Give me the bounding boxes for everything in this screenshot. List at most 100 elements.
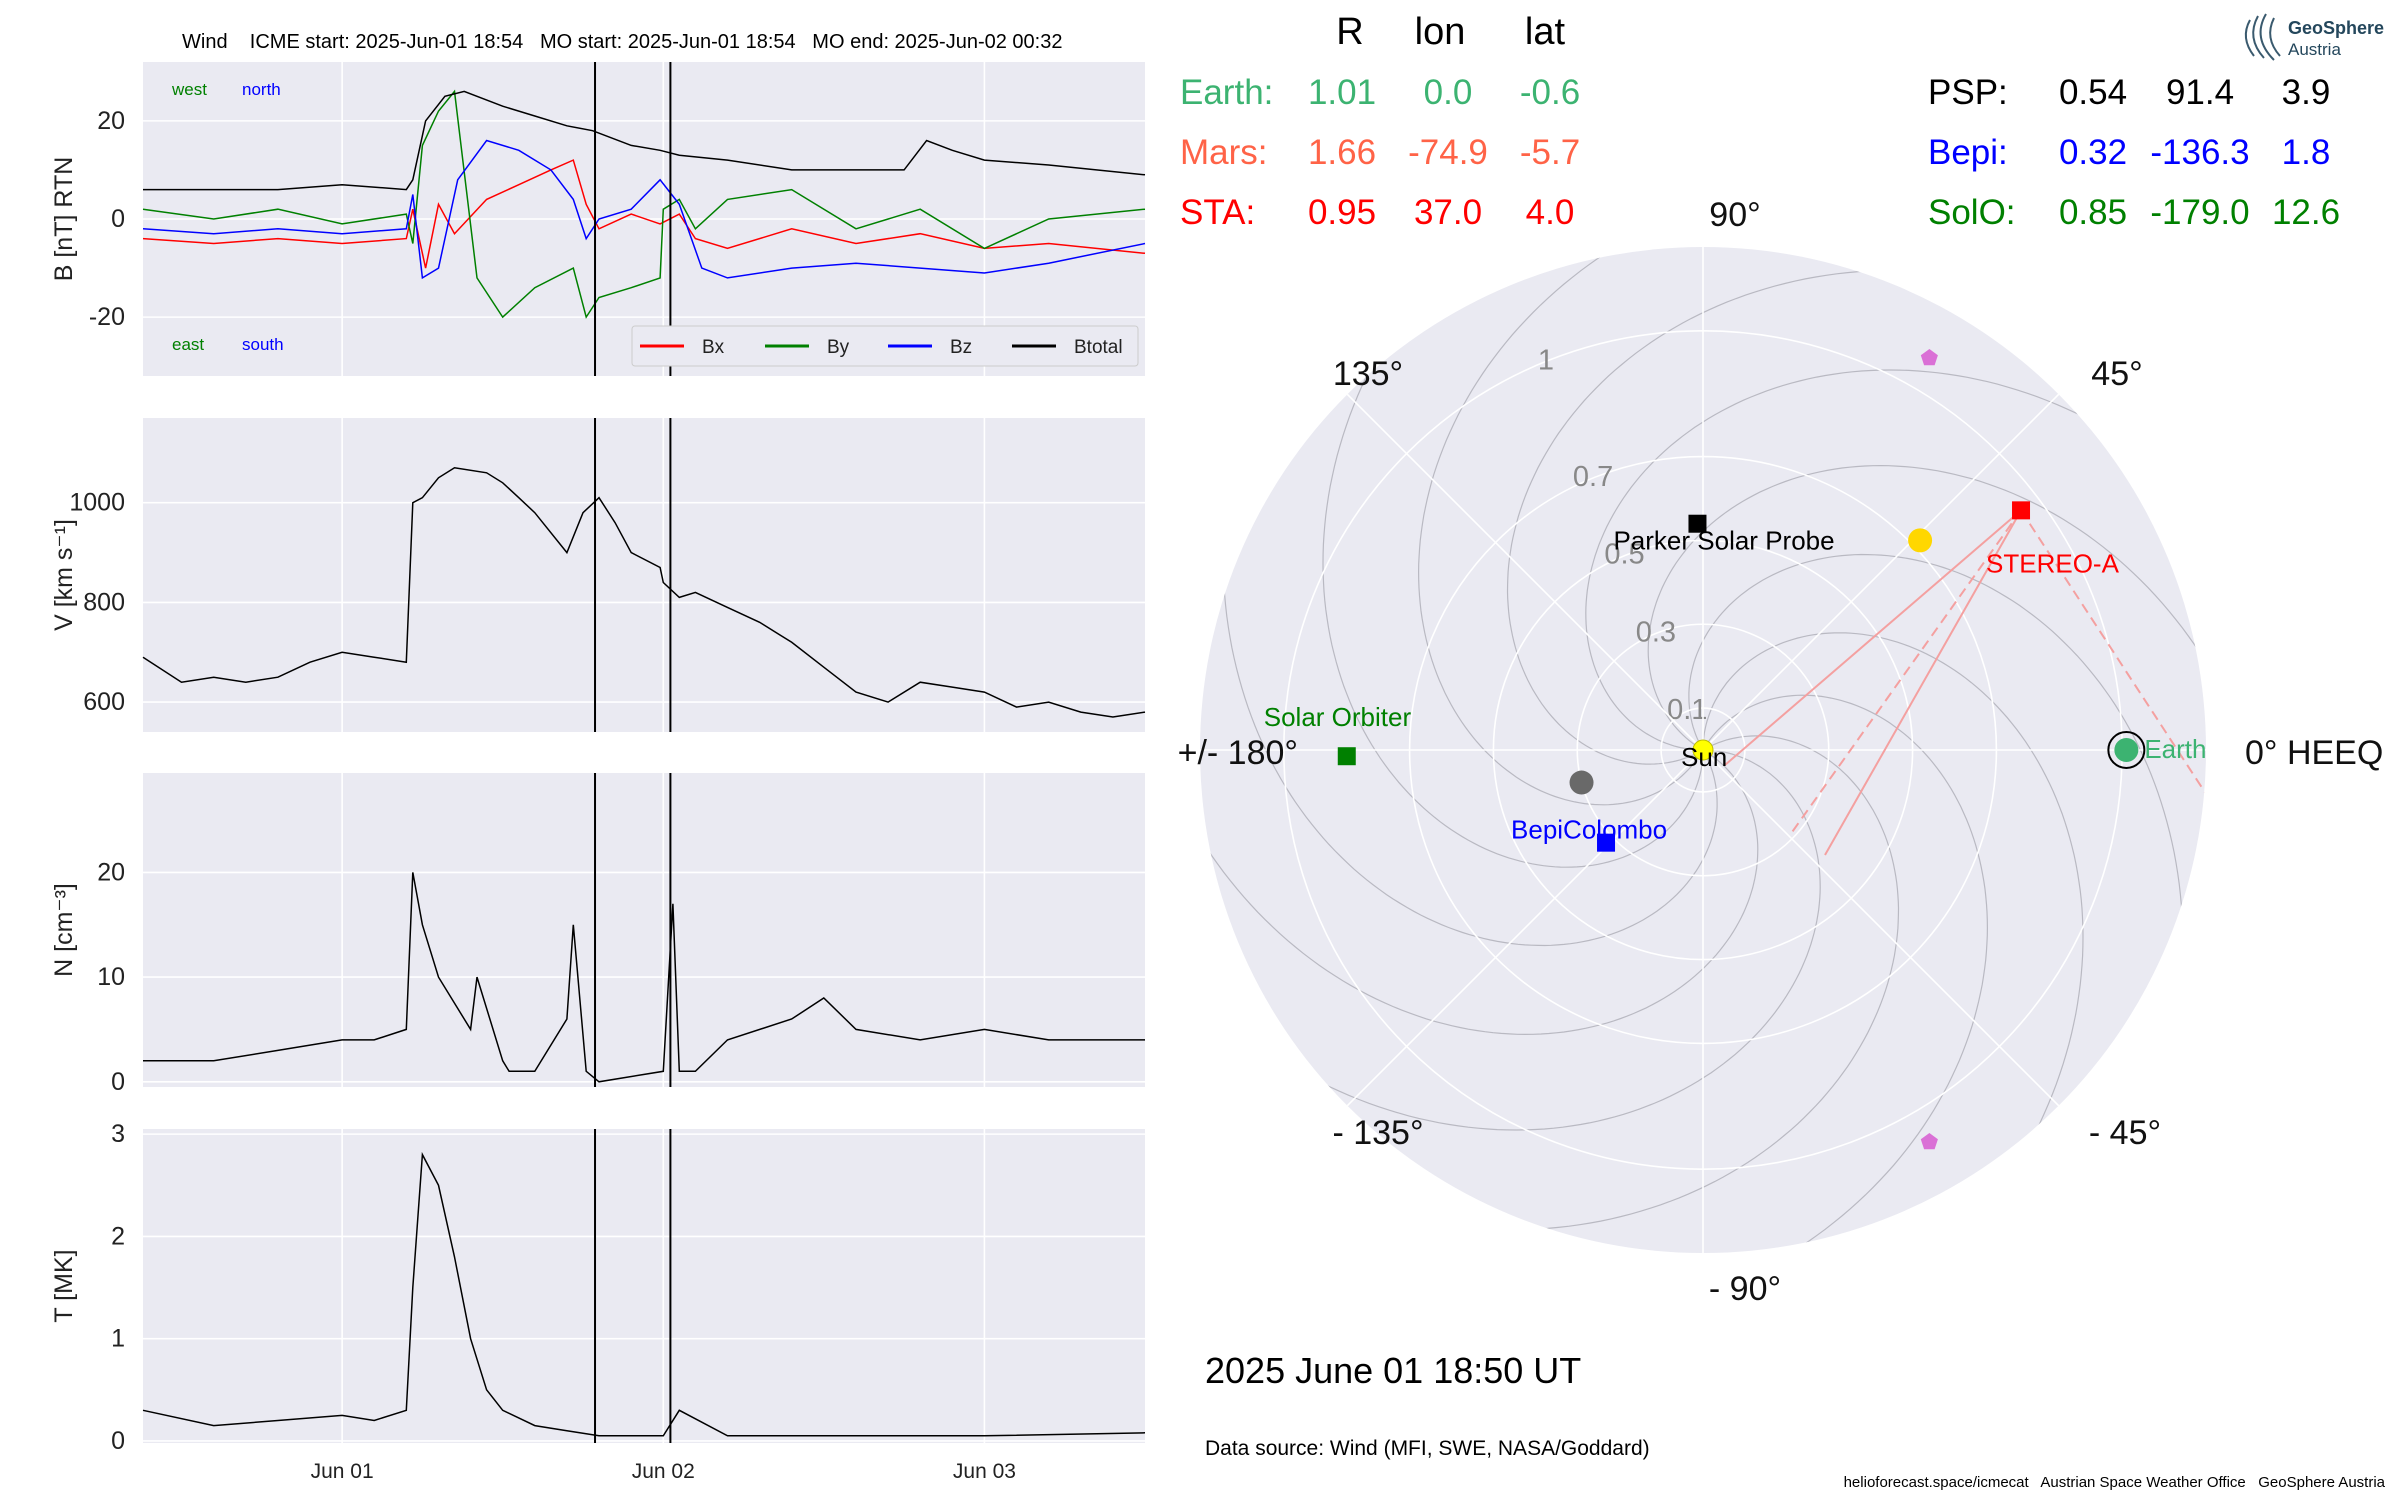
legend-label: Bz <box>950 337 972 358</box>
parker-spiral-line <box>1417 247 1704 806</box>
legend-box <box>631 325 1139 367</box>
parker-spiral-line <box>1200 749 1759 1036</box>
table-r: 0.95 <box>1308 193 1376 232</box>
angle-label: 0° HEEQ <box>2245 734 2383 772</box>
body-sun-label: Sun <box>1681 742 1727 772</box>
table-header-lat: lat <box>1525 11 1566 53</box>
table-lon: 37.0 <box>1414 193 1482 232</box>
angle-label: - 135° <box>1332 1114 1423 1152</box>
plot-area <box>143 773 1145 1087</box>
parker-spiral-line <box>1322 336 1704 868</box>
body-solar-orbiter-marker <box>1337 747 1356 766</box>
y-tick-label: 1000 <box>69 489 125 517</box>
positions-table: R lon lat Earth: 1.01 0.0 -0.6 Mars: 1.66 -74.… <box>1180 11 2340 232</box>
body-bepicolombo-marker <box>1597 833 1616 852</box>
table-lon: 0.0 <box>1424 73 1473 112</box>
series-line-v <box>142 467 1146 718</box>
fov-line-dashed <box>1789 509 2022 836</box>
angle-label: 90° <box>1709 196 1760 234</box>
x-tick-label: Jun 03 <box>953 1460 1016 1483</box>
body-object-b-marker <box>1920 1133 1938 1150</box>
body-earth-label: Earth <box>2144 734 2206 764</box>
y-tick-label: 0 <box>111 1427 125 1455</box>
annotation-west: west <box>171 80 207 99</box>
y-tick-label: 800 <box>83 588 125 616</box>
y-tick-label: 0 <box>111 205 125 233</box>
y-tick-label: 20 <box>97 858 125 886</box>
plot-area <box>143 418 1145 732</box>
series-line-btotal <box>143 90 1146 191</box>
table-r: 0.32 <box>2059 133 2127 172</box>
angle-label: - 45° <box>2089 1114 2161 1152</box>
table-lat: -5.7 <box>1520 133 1580 172</box>
angle-label: 135° <box>1333 355 1403 393</box>
panel-magnetic-field: -20 0 20 B [nT] RTN west north east south Bx By Bz… <box>50 62 1146 376</box>
series-line-by <box>142 89 1146 319</box>
angular-grid-line <box>1346 749 1704 1107</box>
angle-label: 45° <box>2091 355 2142 393</box>
table-r: 1.66 <box>1308 133 1376 172</box>
legend-label: Bx <box>702 337 725 358</box>
series-line-bz <box>142 139 1146 280</box>
table-name: PSP: <box>1928 73 2008 112</box>
parker-spirals <box>1200 247 2206 1253</box>
plot-area <box>143 1129 1145 1443</box>
angle-label: +/- 180° <box>1178 734 1298 772</box>
table-header-lon: lon <box>1415 11 1466 53</box>
earth-ring <box>2107 731 2146 769</box>
table-r: 0.85 <box>2059 193 2127 232</box>
parker-spiral-line <box>1585 369 2117 751</box>
x-tick-label: Jun 01 <box>311 1460 374 1483</box>
table-lon: -179.0 <box>2150 193 2249 232</box>
table-lon: -136.3 <box>2150 133 2249 172</box>
body-parker-solar-probe-label: Parker Solar Probe <box>1613 526 1834 556</box>
logo-swirl-icon <box>2244 13 2281 61</box>
body-stereo-a-label: STEREO-A <box>1986 548 2120 578</box>
y-tick-label: 600 <box>83 688 125 716</box>
legend: Bx By Bz Btotal <box>631 325 1139 367</box>
angular-grid-line <box>1702 393 2060 751</box>
annotation-south: south <box>242 335 284 354</box>
body-sun-marker <box>1692 739 1714 761</box>
body-venus-marker <box>1908 528 1933 553</box>
header-event-times: Wind ICME start: 2025-Jun-01 18:54 MO st… <box>182 31 1062 53</box>
date-label: 2025 June 01 18:50 UT <box>1205 1350 1581 1391</box>
table-lat: 12.6 <box>2272 193 2340 232</box>
series-line-bx <box>142 159 1146 269</box>
parker-spiral-line <box>1702 694 1989 1253</box>
y-axis-label: B [nT] RTN <box>50 157 78 282</box>
body-object-a-marker <box>1920 349 1938 366</box>
table-name: Earth: <box>1180 73 1273 112</box>
y-tick-label: 2 <box>111 1222 125 1250</box>
body-mercury-marker <box>1569 770 1594 795</box>
logo-line2: Austria <box>2288 40 2341 59</box>
body-stereo-a-marker <box>2012 501 2031 520</box>
radial-tick-label: 0.7 <box>1573 461 1613 493</box>
body-parker-solar-probe-marker <box>1688 514 1707 533</box>
parker-spiral-line <box>1506 269 1903 765</box>
stereo-a-fov-lines <box>1724 509 2206 856</box>
table-name: STA: <box>1180 193 1255 232</box>
y-axis-label: T [MK] <box>50 1249 78 1322</box>
parker-spiral-line <box>1503 735 1900 1231</box>
table-lat: 3.9 <box>2282 73 2331 112</box>
table-r: 1.01 <box>1308 73 1376 112</box>
table-name: Bepi: <box>1928 133 2008 172</box>
y-tick-label: 0 <box>111 1068 125 1096</box>
table-header-r: R <box>1336 11 1363 53</box>
footer: helioforecast.space/icmecat Austrian Spa… <box>1844 1474 2386 1491</box>
angular-grid-line <box>1702 749 2060 1107</box>
body-bepicolombo-label: BepiColombo <box>1511 815 1667 845</box>
panel-temperature: 0 1 2 3 T [MK] Jun 01 Jun 02 Jun 03 <box>50 1120 1146 1483</box>
parker-spiral-line <box>1702 632 2084 1164</box>
heliosphere-polar-plot: 0.1 0.3 0.5 0.7 1 0° HEEQ 45° 90° 135° +/- 180° - … <box>1178 196 2384 1308</box>
y-tick-label: 3 <box>111 1120 125 1148</box>
logo-line1: GeoSphere <box>2288 18 2384 38</box>
fov-line <box>1824 509 2022 856</box>
legend-label: Btotal <box>1074 337 1123 358</box>
table-lon: 91.4 <box>2166 73 2234 112</box>
parker-spiral-line <box>1289 749 1821 1131</box>
y-tick-label: 1 <box>111 1325 125 1353</box>
